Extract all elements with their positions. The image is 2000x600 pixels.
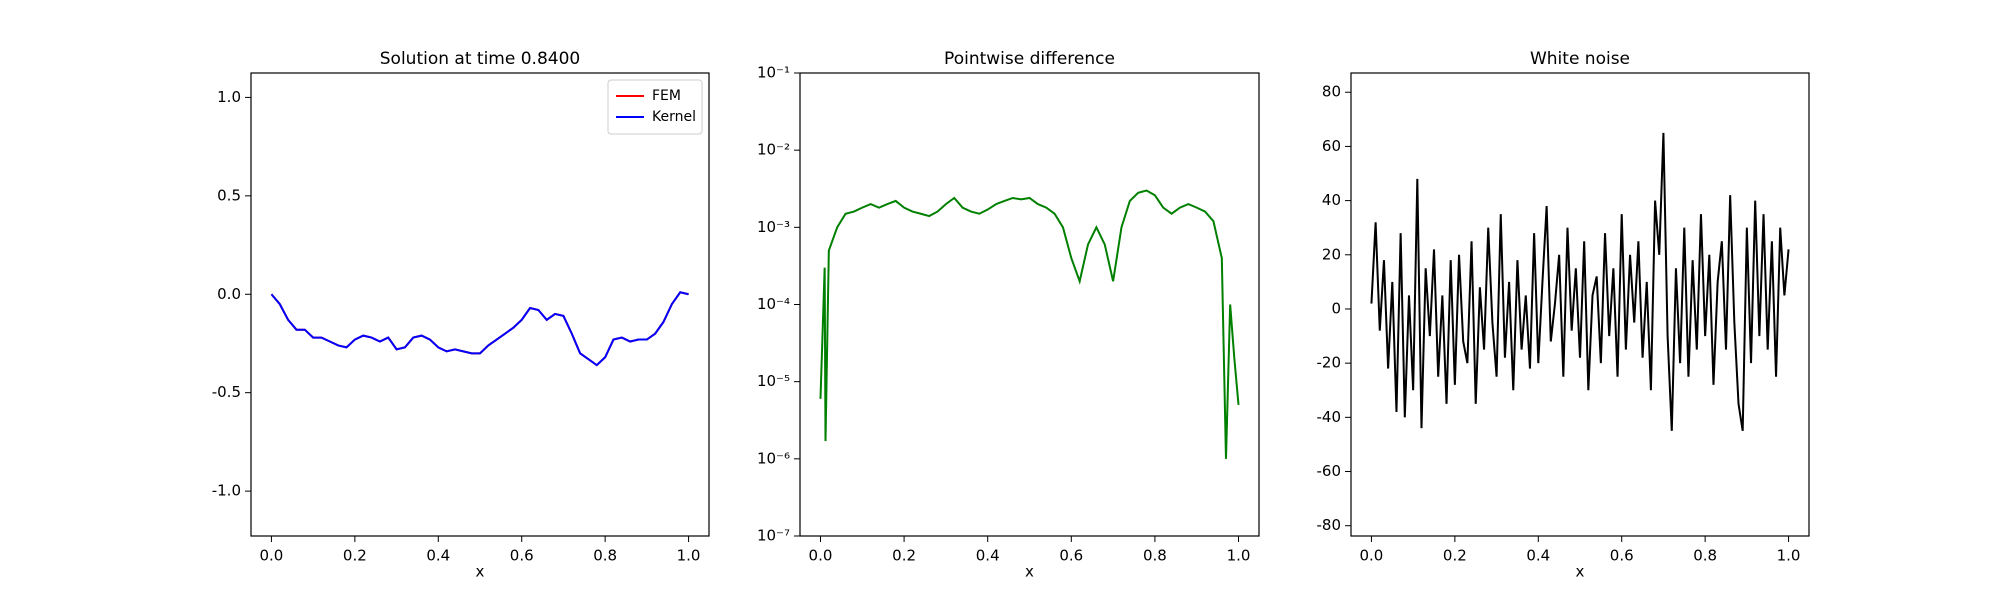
x-tick-label: 1.0 <box>1777 547 1801 565</box>
x-axis-label: x <box>1025 563 1034 581</box>
legend-label: Kernel <box>652 109 696 125</box>
y-tick-label: -80 <box>1317 516 1342 534</box>
x-tick-label: 0.4 <box>1526 547 1550 565</box>
y-tick-label: 0.0 <box>217 285 241 303</box>
x-tick-label: 0.4 <box>426 547 450 565</box>
line <box>1370 132 1790 432</box>
x-tick-label: 0.4 <box>976 547 1000 565</box>
axes-frame <box>1350 72 1810 537</box>
y-tick-label: 40 <box>1322 191 1341 209</box>
x-axis-label: x <box>476 563 485 581</box>
y-tick-label: -40 <box>1317 408 1342 426</box>
x-tick-label: 0.6 <box>1610 547 1634 565</box>
y-tick-label: 10⁻² <box>757 141 790 159</box>
x-tick-label: 1.0 <box>677 547 701 565</box>
x-tick-label: 0.6 <box>510 547 534 565</box>
y-tick-label: -60 <box>1317 462 1342 480</box>
x-tick-label: 0.6 <box>1059 547 1083 565</box>
y-tick-label: 10⁻⁷ <box>757 527 790 545</box>
subplot-title: Pointwise difference <box>944 49 1115 69</box>
axes-frame <box>250 72 710 537</box>
y-tick-label: 10⁻⁴ <box>757 295 790 313</box>
y-tick-label: 20 <box>1322 245 1341 263</box>
x-tick-label: 0.8 <box>1143 547 1167 565</box>
axes-frame <box>799 72 1260 537</box>
subplot: Solution at time 0.8400 x 0.0 0.2 0.4 0.6 0.8 1… <box>212 49 710 581</box>
line <box>270 291 689 367</box>
y-tick-label: 1.0 <box>217 88 241 106</box>
y-tick-label: 10⁻⁶ <box>757 449 790 467</box>
x-tick-label: 0.0 <box>809 547 833 565</box>
x-tick-label: 0.2 <box>343 547 367 565</box>
plot-area <box>819 189 1240 459</box>
y-tick-label: 10⁻⁵ <box>757 372 790 390</box>
y-tick-label: 0 <box>1331 299 1341 317</box>
y-tick-label: 10⁻¹ <box>757 64 790 82</box>
plot-area <box>1370 132 1790 432</box>
y-tick-label: 0.5 <box>217 186 241 204</box>
legend-label: FEM <box>652 88 681 104</box>
legend-box <box>607 79 703 135</box>
y-tick-label: -20 <box>1317 354 1342 372</box>
x-tick-label: 0.0 <box>1360 547 1384 565</box>
subplot-title: White noise <box>1530 49 1630 69</box>
x-tick-label: 1.0 <box>1227 547 1251 565</box>
subplot: Pointwise difference x 0.0 0.2 0.4 0.6 0.8 1.0 1… <box>757 49 1260 581</box>
x-tick-label: 0.2 <box>1443 547 1467 565</box>
y-tick-label: 60 <box>1322 137 1341 155</box>
x-tick-label: 0.8 <box>1693 547 1717 565</box>
x-axis-label: x <box>1576 563 1585 581</box>
y-tick-label: 10⁻³ <box>757 218 790 236</box>
y-tick-label: -1.0 <box>212 482 241 500</box>
y-tick-label: -0.5 <box>212 383 241 401</box>
x-tick-label: 0.8 <box>593 547 617 565</box>
subplot-title: Solution at time 0.8400 <box>380 49 580 69</box>
x-tick-label: 0.2 <box>892 547 916 565</box>
x-tick-label: 0.0 <box>260 547 284 565</box>
plot-area <box>270 291 689 367</box>
y-tick-label: 80 <box>1322 83 1341 101</box>
line <box>819 189 1240 459</box>
subplot: White noise x 0.0 0.2 0.4 0.6 0.8 1.0 -80 -60 -40 -… <box>1317 49 1810 581</box>
